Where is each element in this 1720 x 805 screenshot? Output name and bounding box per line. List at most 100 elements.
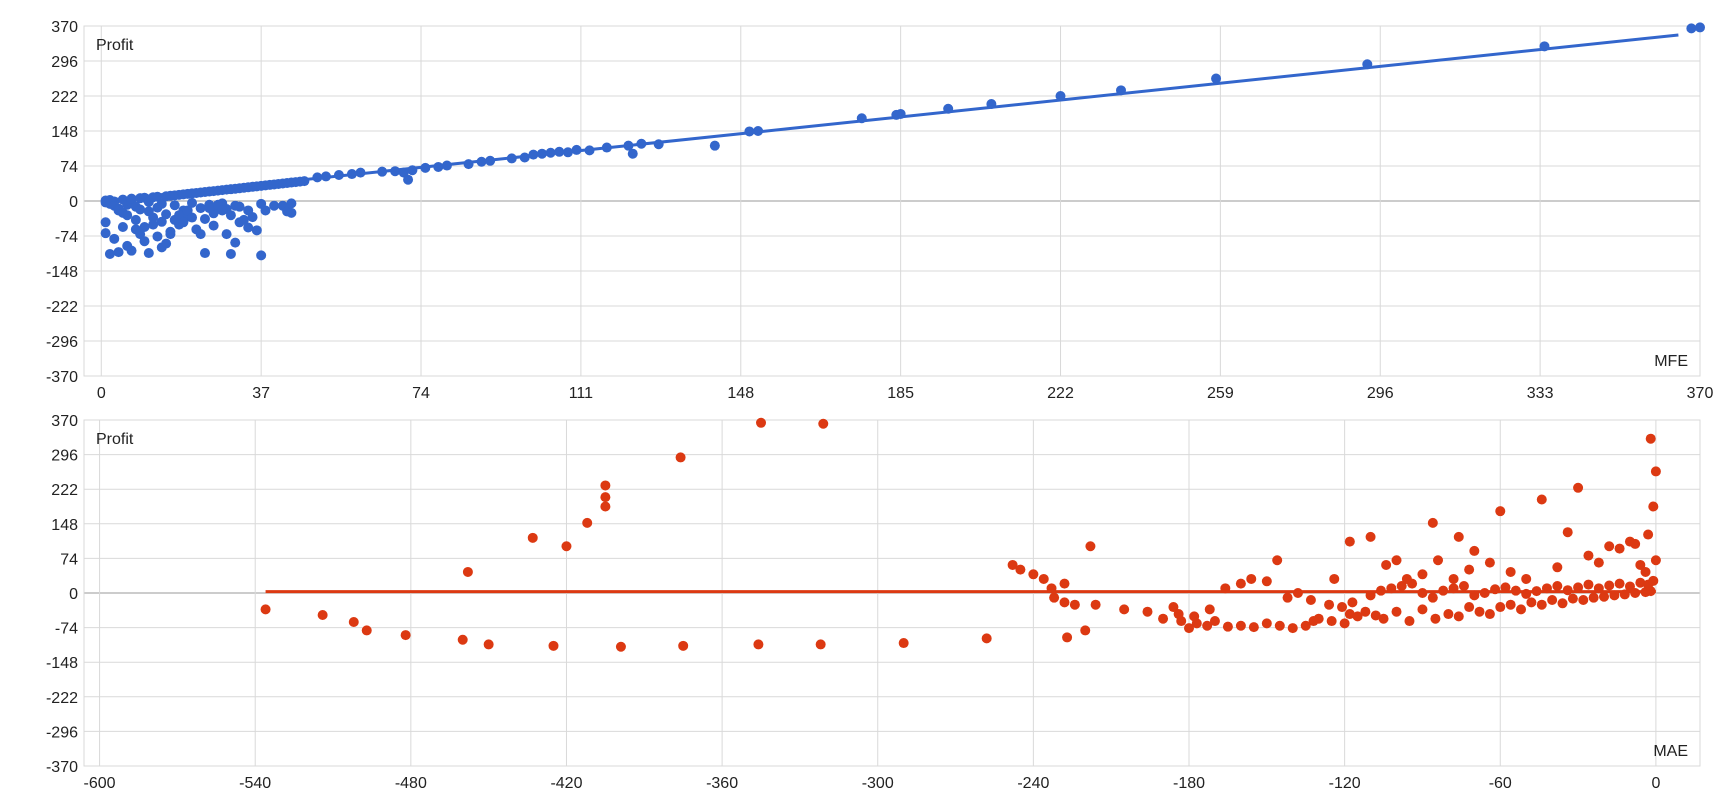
mfe-data-point [126,245,137,256]
mfe-y-tick-label: 0 [69,194,78,211]
mae-data-point [1547,595,1558,606]
mae-data-point [1396,580,1407,591]
mae-data-point [1562,527,1573,538]
mae-x-tick-label: -300 [862,775,894,792]
mfe-data-point [286,207,297,218]
mae-data-point [1059,597,1070,608]
mae-data-point [1344,536,1355,547]
mfe-data-point [117,222,128,233]
mae-data-point [1552,580,1563,591]
mae-data-point [1028,569,1039,580]
mae-data-point [1337,602,1348,613]
mae-data-point [1469,545,1480,556]
mae-data-point [1557,598,1568,609]
mae-plot-frame [83,419,1701,767]
mae-data-point [1458,580,1469,591]
mae-data-point [818,418,829,429]
mae-data-point [582,517,593,528]
mae-data-point [1080,625,1091,636]
mae-data-point [1235,578,1246,589]
mfe-data-point [243,222,254,233]
mae-data-point [600,501,611,512]
mae-data-point [1648,575,1659,586]
mae-data-point [1567,593,1578,604]
mfe-y-tick-label: 296 [51,54,78,71]
mae-data-point [1404,616,1415,627]
mfe-data-point [130,214,141,225]
mae-data-point [1583,579,1594,590]
mae-y-tick-label: 148 [51,517,78,534]
mae-data-point [1650,466,1661,477]
mae-y-axis-title: Profit [96,431,134,448]
mae-data-point [1274,620,1285,631]
mae-data-point [1272,555,1283,566]
mae-y-tick-label: 74 [60,551,78,568]
mfe-data-point [187,212,198,223]
mae-data-point [1624,581,1635,592]
mfe-x-tick-label: 222 [1047,385,1074,402]
mae-data-point [462,566,473,577]
mfe-x-tick-label: 37 [252,385,270,402]
mfe-data-point [143,248,154,259]
mae-data-point [1573,482,1584,493]
mfe-data-point [199,248,210,259]
mae-data-point [1202,620,1213,631]
mae-y-tick-label: -74 [55,621,78,638]
mfe-data-point [1686,23,1697,34]
mae-data-point [1430,613,1441,624]
mae-data-point [981,633,992,644]
mfe-x-tick-label: 185 [887,385,914,402]
mae-data-point [1352,611,1363,622]
mfe-x-tick-label: 296 [1367,385,1394,402]
mfe-data-point [165,226,176,237]
mfe-data-point [225,248,236,259]
mae-data-point [400,630,411,641]
mfe-data-point [225,210,236,221]
mfe-x-tick-label: 259 [1207,385,1234,402]
mae-x-tick-label: -420 [550,775,582,792]
mae-data-point [361,625,372,636]
mae-x-tick-label: -180 [1173,775,1205,792]
mfe-data-point [199,213,210,224]
mae-data-point [1339,618,1350,629]
mae-data-point [1059,578,1070,589]
mae-data-point [1495,506,1506,517]
mfe-trendline [101,33,1679,203]
mae-data-point [1069,599,1080,610]
mfe-data-point [187,197,198,208]
mfe-data-point [247,212,258,223]
mfe-data-point [169,200,180,211]
mfe-data-point [208,220,219,231]
mfe-data-point [238,214,249,225]
mae-data-point [1248,622,1259,633]
mae-data-point [1427,517,1438,528]
mae-y-tick-label: 0 [69,586,78,603]
mae-x-tick-label: -120 [1329,775,1361,792]
mfe-data-point [221,229,232,240]
mae-data-point [1184,623,1195,634]
mae-data-point [1593,557,1604,568]
mae-data-point [1261,618,1272,629]
mfe-data-point [161,209,172,220]
mae-data-point [1599,591,1610,602]
mae-data-point [1573,582,1584,593]
mae-data-point [1246,573,1257,584]
mfe-y-axis-title: Profit [96,37,134,54]
mae-data-point [1536,494,1547,505]
mae-data-point [1643,529,1654,540]
mfe-data-point [152,231,163,242]
mae-data-point [1464,564,1475,575]
mfe-y-tick-label: -74 [55,229,78,246]
mfe-data-point [269,200,280,211]
mae-data-point [1417,604,1428,615]
mfe-data-point [100,228,111,239]
mae-data-point [1347,597,1358,608]
mae-data-point [1443,609,1454,620]
mfe-data-point [148,219,159,230]
mfe-data-point [217,205,228,216]
mae-data-point [1635,559,1646,570]
mae-data-point [1500,582,1511,593]
mae-data-point [1235,620,1246,631]
mfe-y-tick-label: -222 [46,299,78,316]
